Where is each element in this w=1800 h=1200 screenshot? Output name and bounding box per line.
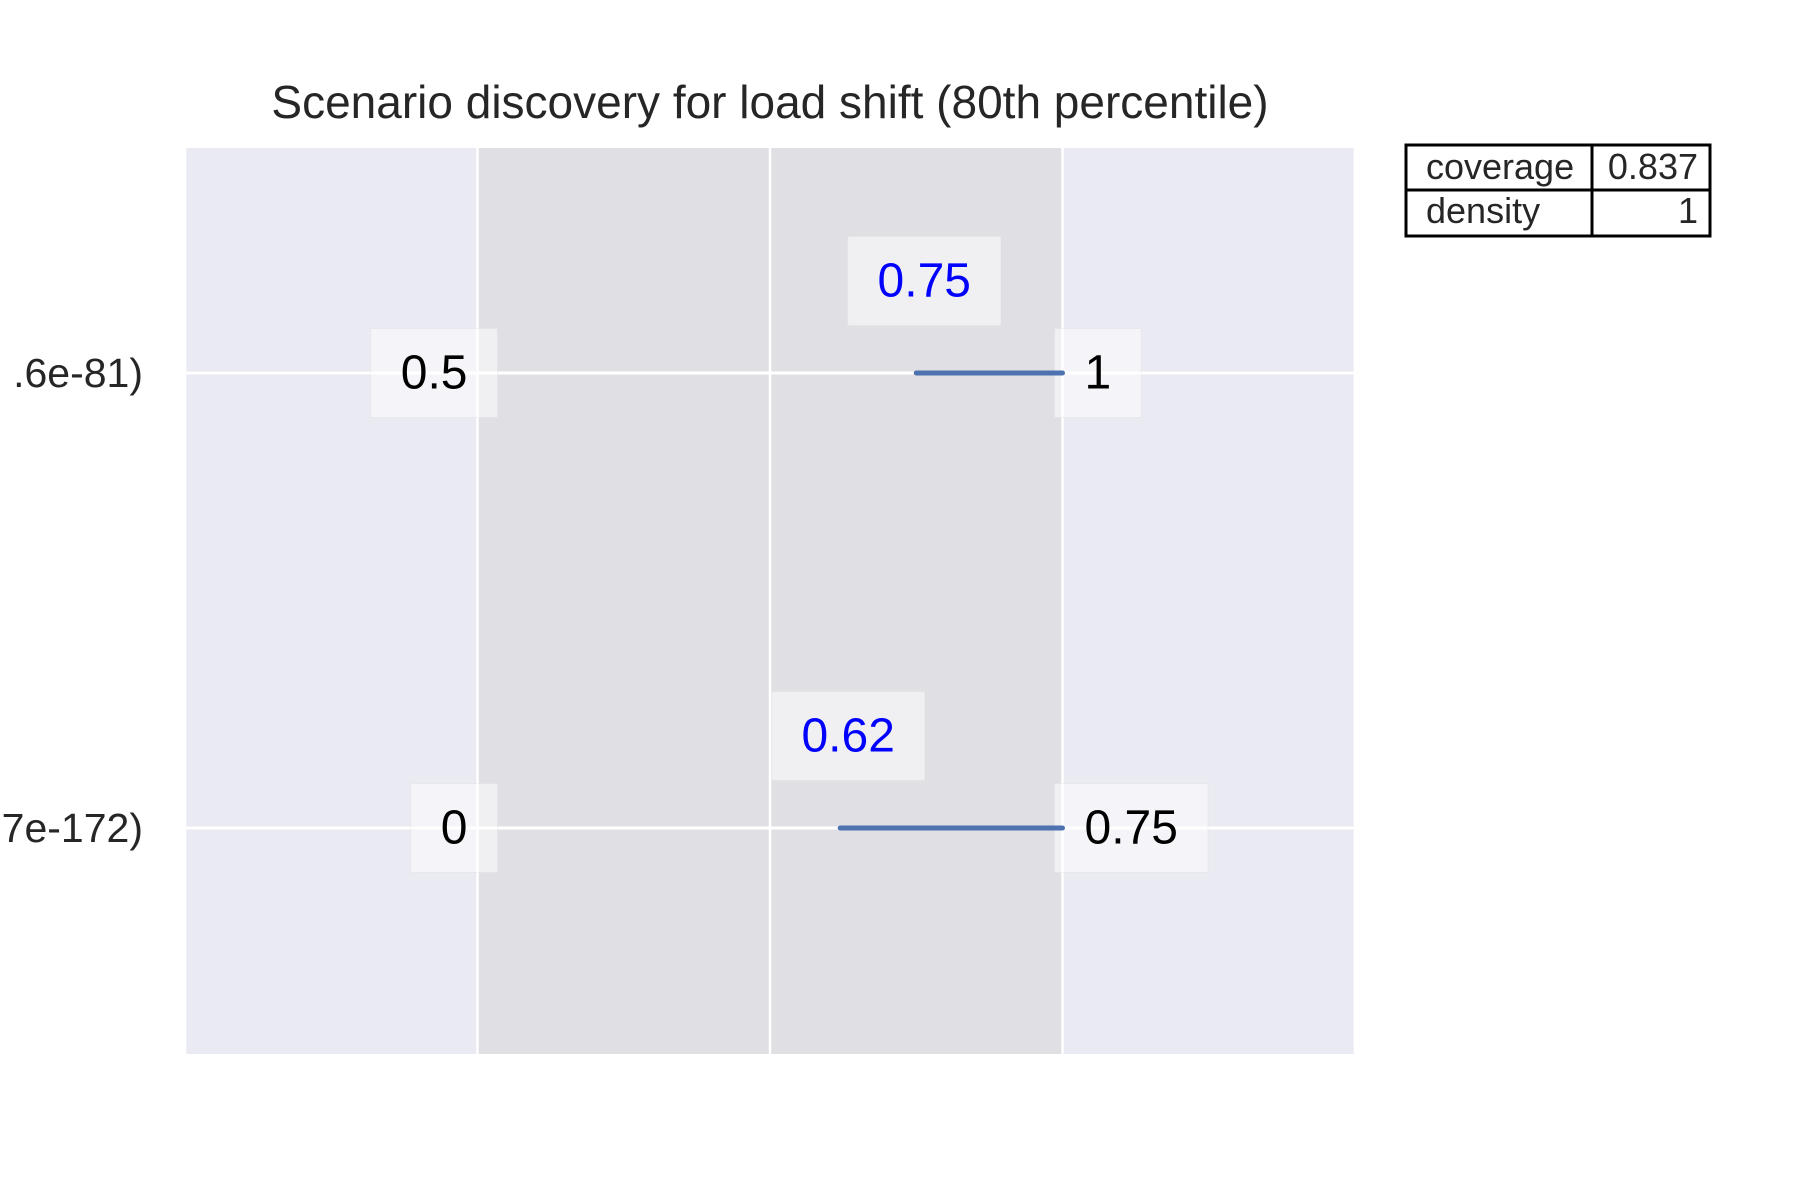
limit-max-label: 1 xyxy=(1085,347,1112,400)
box-min-label-group: 0.75 xyxy=(847,236,1002,326)
box-min-label-bbox xyxy=(770,691,926,781)
stats-density-label: density xyxy=(1426,190,1540,231)
limit-max-label: 0.75 xyxy=(1085,802,1178,855)
box-min-label: 0.75 xyxy=(878,255,971,308)
limit-max-label-group: 0.75 xyxy=(1054,783,1209,873)
box-min-label-bbox xyxy=(847,236,1002,326)
limit-max-label-bbox xyxy=(1054,328,1142,418)
limit-min-label-bbox xyxy=(410,783,498,873)
stats-table: coverage 0.837 density 1 xyxy=(1404,143,1712,238)
stats-density-value: 1 xyxy=(1678,190,1698,231)
box-min-label: 0.62 xyxy=(801,710,894,763)
limit-max-label-bbox xyxy=(1054,783,1209,873)
limit-min-label-group: 0 xyxy=(410,783,498,873)
vertical-gridlines xyxy=(183,148,1357,1054)
y-tick-label: .6e-81) xyxy=(13,350,143,396)
limit-max-label-group: 1 xyxy=(1054,328,1142,418)
chart-title: Scenario discovery for load shift (80th … xyxy=(271,76,1268,128)
limit-min-label: 0.5 xyxy=(401,347,468,400)
limit-min-label: 0 xyxy=(441,802,468,855)
range-rows: .6e-81) 0.5 1 0.75 7e-172) 0 0.75 0.62 xyxy=(2,236,1209,873)
box-min-label-group: 0.62 xyxy=(770,691,926,781)
y-tick-label: 7e-172) xyxy=(2,805,143,851)
limit-min-label-group: 0.5 xyxy=(370,328,498,418)
limit-min-label-bbox xyxy=(370,328,498,418)
stats-coverage-value: 0.837 xyxy=(1608,146,1698,187)
stats-coverage-label: coverage xyxy=(1426,146,1574,187)
